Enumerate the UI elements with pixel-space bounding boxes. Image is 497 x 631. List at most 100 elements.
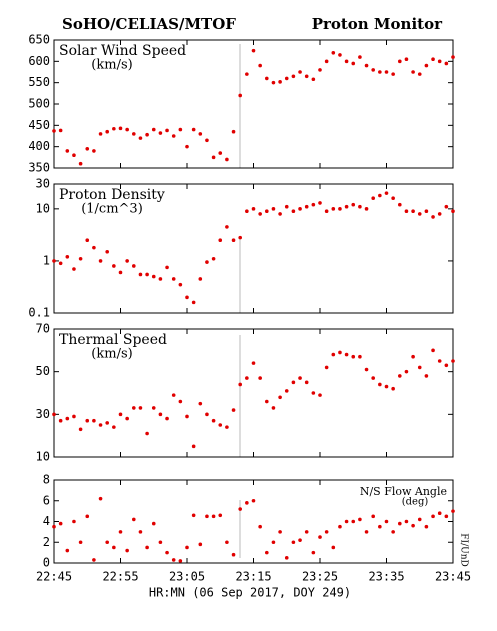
- data-point: [78, 540, 83, 545]
- data-point: [324, 365, 329, 370]
- data-point: [178, 399, 183, 404]
- data-point: [231, 408, 236, 412]
- data-point: [58, 418, 63, 423]
- data-point: [384, 191, 389, 195]
- data-point: [165, 128, 169, 133]
- data-point: [191, 300, 196, 305]
- data-point: [58, 521, 63, 526]
- y-tick-label: 30: [36, 177, 50, 191]
- data-point: [58, 261, 63, 266]
- data-point: [218, 238, 223, 243]
- data-point: [125, 259, 129, 263]
- data-point: [151, 274, 156, 279]
- data-point: [417, 365, 422, 370]
- data-point: [138, 406, 143, 410]
- data-point: [371, 196, 376, 201]
- data-point: [165, 416, 169, 421]
- data-point: [205, 138, 209, 143]
- data-point: [331, 51, 336, 55]
- data-point: [185, 545, 189, 550]
- panel-subtitle: (km/s): [91, 347, 132, 362]
- data-point: [451, 55, 455, 59]
- data-point: [358, 55, 362, 59]
- data-point: [258, 212, 262, 216]
- data-point: [145, 132, 149, 137]
- data-point: [218, 423, 223, 427]
- x-tick-label: 22:45: [36, 570, 72, 584]
- y-tick-label: 4: [43, 514, 50, 528]
- data-point: [165, 550, 169, 555]
- x-axis-label: HR:MN (06 Sep 2017, DOY 249): [149, 586, 351, 600]
- data-point: [278, 212, 282, 216]
- data-point: [211, 155, 216, 160]
- data-point: [444, 363, 449, 368]
- panel-title: Solar Wind Speed: [59, 43, 186, 59]
- y-tick-label: 650: [28, 33, 50, 47]
- data-point: [404, 209, 409, 214]
- data-point: [65, 149, 70, 153]
- data-point: [171, 558, 176, 562]
- data-point: [364, 530, 369, 534]
- data-point: [231, 238, 236, 243]
- data-point: [251, 498, 256, 503]
- data-point: [318, 201, 322, 205]
- data-point: [417, 517, 422, 522]
- data-point: [431, 348, 435, 353]
- data-point: [271, 540, 276, 545]
- data-point: [404, 369, 409, 374]
- y-tick-label: 6: [43, 493, 50, 507]
- data-point: [258, 63, 262, 68]
- x-tick-label: 23:25: [302, 570, 338, 584]
- y-tick-label: 500: [28, 97, 50, 111]
- data-point: [138, 136, 143, 140]
- x-tick-label: 22:55: [102, 570, 138, 584]
- data-point: [245, 501, 249, 505]
- data-point: [112, 264, 116, 268]
- data-point: [205, 260, 209, 264]
- panel-title: Thermal Speed: [59, 332, 167, 348]
- data-point: [284, 204, 289, 209]
- data-point: [191, 127, 196, 132]
- data-point: [378, 193, 382, 198]
- data-point: [251, 207, 256, 211]
- y-tick-label: 10: [36, 450, 50, 464]
- data-point: [371, 514, 376, 519]
- data-point: [444, 204, 449, 209]
- data-point: [364, 207, 369, 211]
- x-tick-label: 23:15: [235, 570, 271, 584]
- data-point: [72, 414, 76, 419]
- data-point: [205, 412, 209, 417]
- y-tick-label: 10: [36, 201, 50, 215]
- data-point: [72, 267, 76, 271]
- data-point: [118, 126, 123, 131]
- data-point: [245, 209, 249, 214]
- data-point: [437, 212, 442, 216]
- data-point: [291, 540, 296, 545]
- data-point: [92, 149, 96, 153]
- data-point: [85, 238, 90, 243]
- data-point: [125, 416, 129, 421]
- data-point: [265, 550, 269, 555]
- data-point: [85, 514, 90, 519]
- y-tick-label: 70: [36, 322, 50, 336]
- data-point: [218, 151, 223, 155]
- data-point: [398, 59, 402, 64]
- data-point: [118, 530, 123, 534]
- data-point: [72, 519, 76, 524]
- data-point: [158, 540, 163, 545]
- data-point: [225, 425, 229, 429]
- x-tick-label: 23:45: [435, 570, 471, 584]
- data-point: [304, 204, 309, 209]
- data-point: [331, 545, 336, 550]
- data-point: [291, 209, 296, 214]
- data-point: [265, 76, 269, 81]
- data-point: [324, 530, 329, 534]
- data-point: [265, 399, 269, 404]
- panel-title: N/S Flow Angle: [360, 485, 447, 498]
- side-label: FI/UnD: [459, 533, 469, 566]
- data-point: [324, 59, 329, 64]
- data-point: [138, 272, 143, 277]
- data-point: [351, 354, 356, 359]
- data-point: [284, 389, 289, 393]
- data-point: [318, 393, 322, 397]
